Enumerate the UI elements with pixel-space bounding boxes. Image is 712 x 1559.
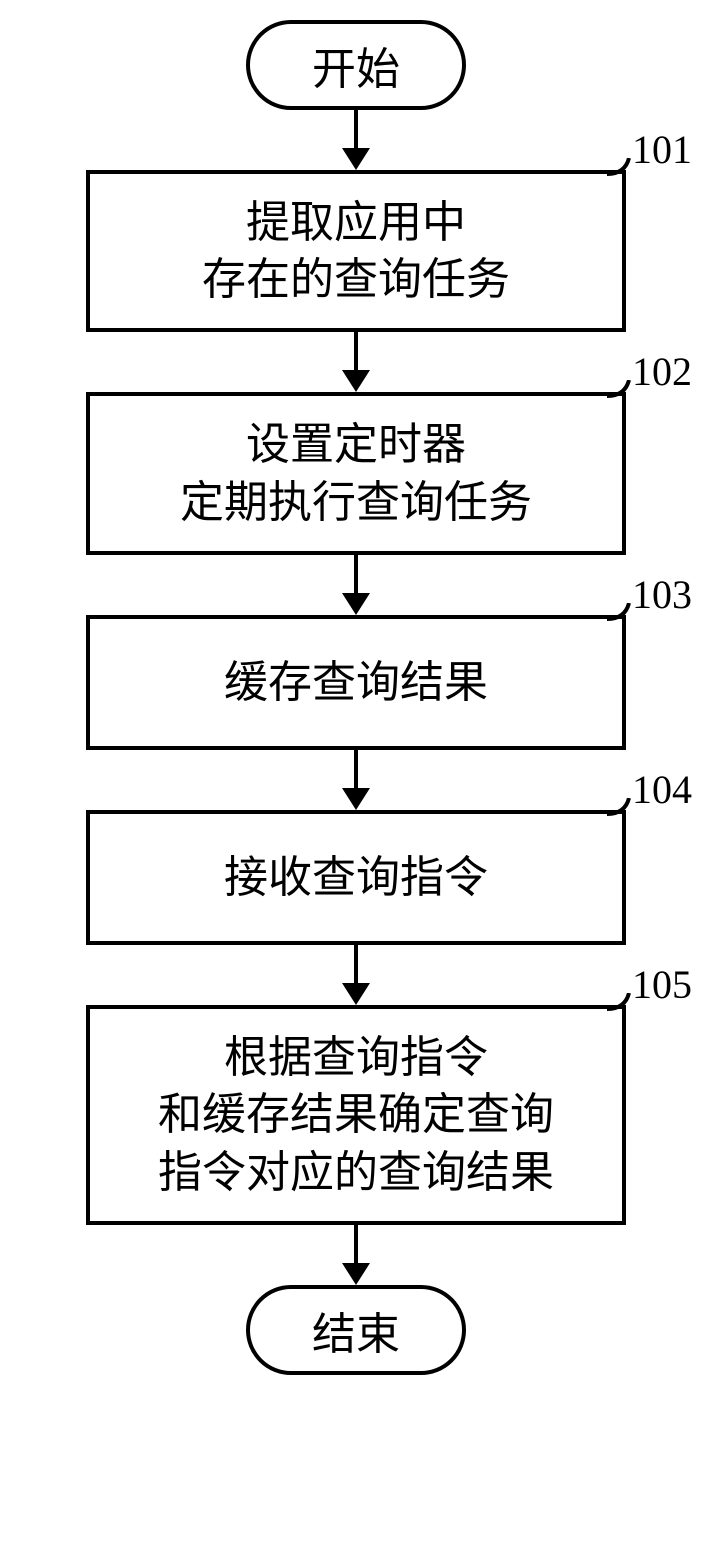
process-step-104: 104 接收查询指令 [86,810,626,945]
process-text: 设置定时器 定期执行查询任务 [180,416,532,530]
process-step-102: 102 设置定时器 定期执行查询任务 [86,392,626,554]
arrow [50,332,662,392]
arrow-head-icon [342,370,370,392]
arrow-line [354,555,358,595]
arrow-head-icon [342,1263,370,1285]
step-label: 103 [632,571,692,618]
step-label: 101 [632,126,692,173]
arrow [50,945,662,1005]
start-text: 开始 [312,33,400,97]
step-label: 102 [632,348,692,395]
step-label: 105 [632,961,692,1008]
arrow-line [354,332,358,372]
step-label: 104 [632,766,692,813]
arrow-head-icon [342,148,370,170]
arrow-line [354,750,358,790]
process-step-101: 101 提取应用中 存在的查询任务 [86,170,626,332]
arrow-head-icon [342,593,370,615]
start-terminator: 开始 [246,20,466,110]
process-text: 根据查询指令 和缓存结果确定查询 指令对应的查询结果 [158,1029,554,1201]
arrow-line [354,1225,358,1265]
arrow-head-icon [342,983,370,1005]
process-step-103: 103 缓存查询结果 [86,615,626,750]
process-text: 提取应用中 存在的查询任务 [202,194,510,308]
arrow-line [354,945,358,985]
arrow [50,555,662,615]
arrow [50,1225,662,1285]
process-step-105: 105 根据查询指令 和缓存结果确定查询 指令对应的查询结果 [86,1005,626,1225]
arrow [50,110,662,170]
arrow-head-icon [342,788,370,810]
end-terminator: 结束 [246,1285,466,1375]
arrow [50,750,662,810]
flowchart-container: 开始 101 提取应用中 存在的查询任务 102 设置定时器 定期执行查询任务 … [50,20,662,1375]
process-text: 缓存查询结果 [224,654,488,711]
process-text: 接收查询指令 [224,849,488,906]
end-text: 结束 [312,1298,400,1362]
arrow-line [354,110,358,150]
